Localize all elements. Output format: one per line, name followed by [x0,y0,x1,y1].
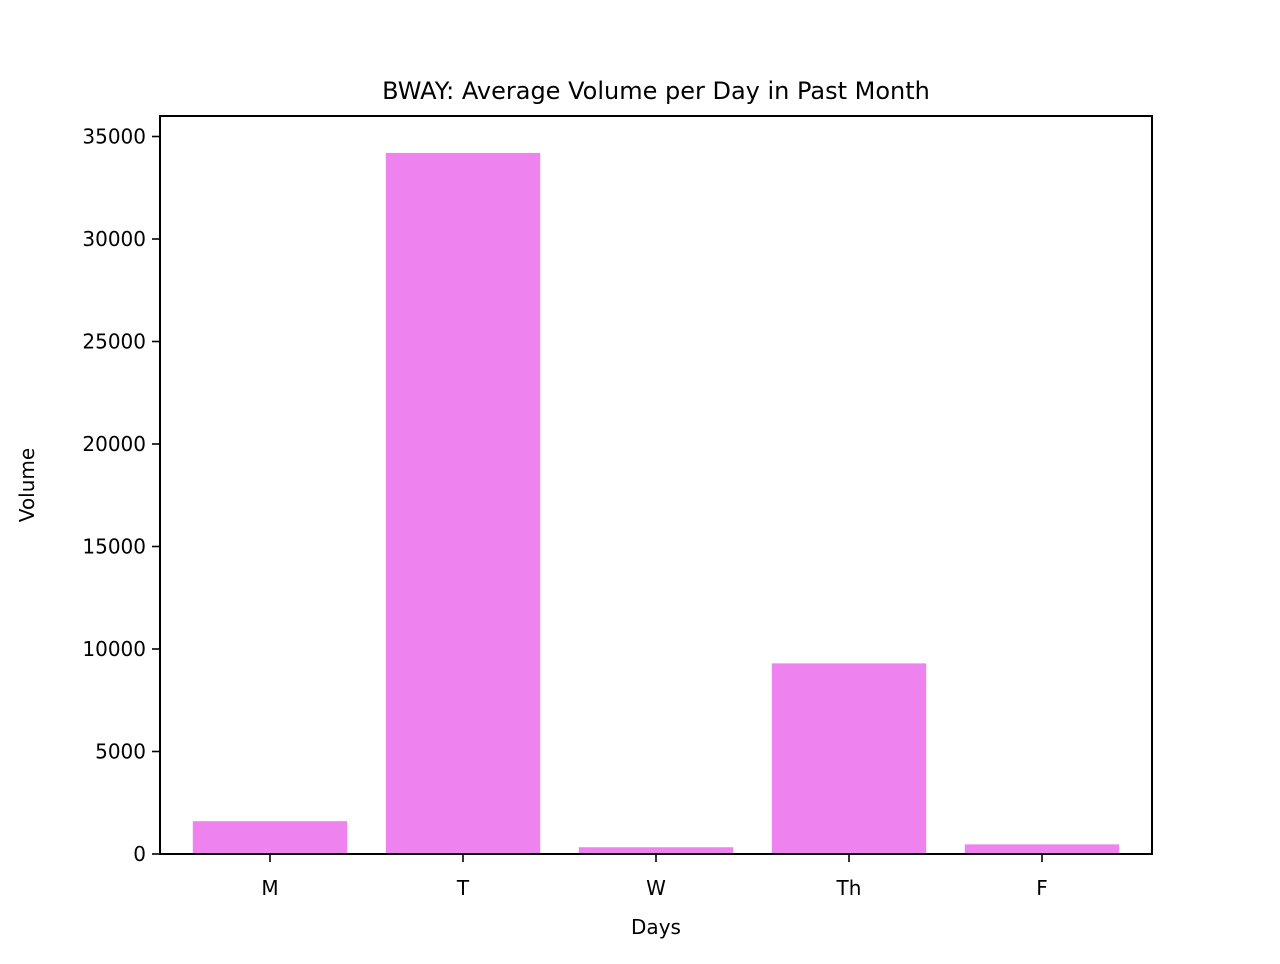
y-tick-label: 0 [133,842,146,866]
y-axis: 0 5000 10000 15000 20000 25000 30000 35000 [82,125,160,866]
y-tick-label: 10000 [82,637,146,661]
y-axis-label: Volume [15,448,39,522]
bars-layer [192,152,1120,854]
y-tick-label: 25000 [82,330,146,354]
y-tick-label: 20000 [82,432,146,456]
y-tick-label: 15000 [82,535,146,559]
y-tick-label: 30000 [82,227,146,251]
x-tick-label-m: M [261,876,278,900]
y-tick-label: 35000 [82,125,146,149]
y-tick-label: 5000 [95,740,146,764]
bar-f [964,844,1120,854]
bar-w [578,847,734,854]
bar-th [771,663,927,854]
x-axis: M T W Th F [261,854,1048,900]
bar-t [385,152,541,854]
x-tick-label-t: T [456,876,470,900]
chart-title: BWAY: Average Volume per Day in Past Mon… [382,77,930,105]
x-tick-label-th: Th [836,876,862,900]
x-axis-label: Days [631,915,681,939]
plot-area-frame [159,115,1153,855]
x-tick-label-f: F [1036,876,1048,900]
x-tick-label-w: W [646,876,666,900]
bar-m [192,821,348,854]
